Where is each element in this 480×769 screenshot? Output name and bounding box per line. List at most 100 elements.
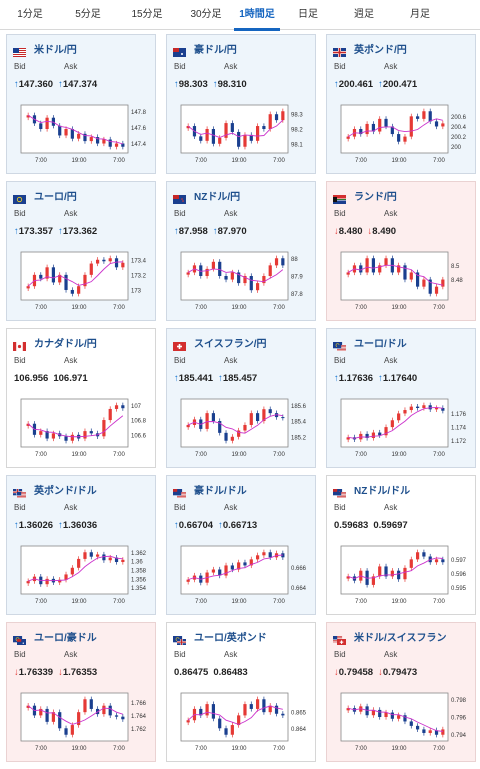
rate-card[interactable]: ユーロ/豪ドル Bid Ask ↓1.76339 ↓1.76353 1.766 1.… [6,622,156,762]
currency-pair-link[interactable]: ユーロ/ドル [354,338,407,350]
rate-card[interactable]: 豪ドル/ドル Bid Ask ↑0.66704 ↑0.66713 0.666 0.6… [166,475,316,615]
ask-value: 0.66713 [222,520,258,531]
mini-candle-chart[interactable]: 107 106.8 106.6 7:00 19:00 7:00 [14,395,150,460]
candle-body [108,557,112,561]
bid-value: 185.441 [178,373,214,384]
y-tick-label: 200.2 [451,135,467,141]
rate-card[interactable]: NZドル/円 Bid Ask ↑87.958 ↑87.970 88 87.9 87.8… [166,181,316,321]
currency-pair-link[interactable]: 英ポンド/円 [354,44,407,56]
candle-body [230,725,234,735]
x-tick-label: 7:00 [355,599,367,605]
rate-card[interactable]: 英ポンド/ドル Bid Ask ↑1.36026 ↑1.36036 1.362 1.… [6,475,156,615]
quote-values: ↑1.36026 ↑1.36036 [14,520,97,531]
mini-candle-chart[interactable]: 185.6 185.4 185.2 7:00 19:00 7:00 [174,395,310,460]
tab-1hour[interactable]: 1時間足 [228,0,286,31]
candle-chart-svg: 173.4 173.2 173 7:00 19:00 7:00 [20,251,147,311]
rate-card[interactable]: 米ドル/円 Bid Ask ↑147.360 ↑147.374 147.8 147.… [6,34,156,174]
card-header: 米ドル/円 [13,40,151,57]
flag-icon [333,338,347,351]
rate-card[interactable]: 米ドル/スイスフラン Bid Ask ↓0.79458 ↓0.79473 0.79… [326,622,476,762]
rate-card[interactable]: NZドル/ドル Bid Ask 0.59683 0.59697 0.597 0.59… [326,475,476,615]
candle-body [83,274,87,287]
x-tick-label: 19:00 [231,746,247,752]
mini-candle-chart[interactable]: 0.865 0.864 7:00 19:00 7:00 [174,689,310,754]
candle-body [205,268,209,276]
mini-candle-chart[interactable]: 1.176 1.174 1.172 7:00 19:00 7:00 [334,395,470,460]
y-tick-label: 88 [291,257,298,263]
ask-label: Ask [224,650,238,659]
currency-pair-link[interactable]: NZドル/ドル [354,485,411,497]
rate-card[interactable]: ユーロ/ドル Bid Ask ↑1.17636 ↑1.17640 1.176 1.1… [326,328,476,468]
bid-label: Bid [174,62,186,71]
quote-values: ↑98.303 ↑98.310 [174,79,247,90]
tab-1min[interactable]: 1分足 [17,9,43,20]
rate-card[interactable]: ユーロ/円 Bid Ask ↑173.357 ↑173.362 173.4 173.… [6,181,156,321]
currency-pair-link[interactable]: ランド/円 [354,191,397,203]
mini-candle-chart[interactable]: 0.798 0.796 0.794 7:00 19:00 7:00 [334,689,470,754]
candle-body [45,431,49,439]
mini-candle-chart[interactable]: 98.3 98.2 98.1 7:00 19:00 7:00 [174,101,310,166]
mini-candle-chart[interactable]: 0.666 0.664 7:00 19:00 7:00 [174,542,310,607]
tab-15min[interactable]: 15分足 [131,9,163,20]
mini-candle-chart[interactable]: 147.8 147.6 147.4 7:00 19:00 7:00 [14,101,150,166]
mini-candle-chart[interactable]: 200.6 200.4 200.2 200 7:00 19:00 7:00 [334,101,470,166]
candle-body [230,272,234,280]
mini-candle-chart[interactable]: 1.766 1.764 1.762 7:00 19:00 7:00 [14,689,150,754]
currency-pair-link[interactable]: ユーロ/円 [34,191,77,203]
candle-body [237,715,241,726]
currency-pair-link[interactable]: スイスフラン/円 [194,338,267,350]
tab-daily[interactable]: 日足 [298,9,318,20]
rate-card[interactable]: カナダドル/円 Bid Ask 106.956 106.971 107 106.8 1… [6,328,156,468]
moving-average-line [348,707,443,732]
ask-value: 1.36036 [62,520,98,531]
candle-body [186,424,190,428]
mini-candle-chart[interactable]: 0.597 0.596 0.595 7:00 19:00 7:00 [334,542,470,607]
currency-pair-link[interactable]: ユーロ/豪ドル [34,632,97,644]
tab-30min[interactable]: 30分足 [190,9,222,20]
ask-value: 0.59697 [373,520,408,531]
y-tick-label: 0.794 [451,733,467,739]
candle-body [70,567,74,575]
currency-pair-link[interactable]: 米ドル/円 [34,44,77,56]
ask-value: 98.310 [217,79,247,90]
candle-body [243,134,247,147]
moving-average-line [187,705,283,725]
candle-chart-svg: 200.6 200.4 200.2 200 7:00 19:00 7:00 [340,104,467,164]
rate-card[interactable]: 豪ドル/円 Bid Ask ↑98.303 ↑98.310 98.3 98.2 98.… [166,34,316,174]
candle-body [121,559,125,563]
rate-card[interactable]: ユーロ/英ポンド Bid Ask 0.86475 0.86483 0.865 0.8… [166,622,316,762]
currency-pair-link[interactable]: 米ドル/スイスフラン [354,632,447,644]
trend-arrow-icon: ↑ [174,226,179,237]
candle-body [39,431,43,435]
tab-monthly[interactable]: 月足 [410,9,430,20]
tab-5min[interactable]: 5分足 [75,9,101,20]
candle-body [365,258,369,273]
timeframe-tabs: 1分足 5分足 15分足 30分足 1時間足 日足 週足 月足 [0,0,480,31]
mini-candle-chart[interactable]: 1.362 1.36 1.358 1.356 1.354 7:00 19:00 7:00 [14,542,150,607]
candle-body [409,406,413,411]
plot-area [340,545,449,595]
y-tick-label: 98.2 [291,128,303,134]
mini-candle-chart[interactable]: 8.5 8.48 7:00 19:00 7:00 [334,248,470,313]
candle-body [371,123,376,132]
candle-body [262,552,266,556]
mini-candle-chart[interactable]: 173.4 173.2 173 7:00 19:00 7:00 [14,248,150,313]
rate-card[interactable]: ランド/円 Bid Ask ↓8.480 ↓8.490 8.5 8.48 7:00 19… [326,181,476,321]
currency-pair-link[interactable]: 英ポンド/ドル [34,485,97,497]
currency-pair-link[interactable]: 豪ドル/ドル [194,485,247,497]
plot-area [180,692,289,742]
tab-weekly[interactable]: 週足 [354,9,374,20]
currency-pair-link[interactable]: カナダドル/円 [34,338,97,350]
currency-pair-link[interactable]: ユーロ/英ポンド [194,632,267,644]
flag-icon [13,485,27,498]
rate-card[interactable]: スイスフラン/円 Bid Ask ↑185.441 ↑185.457 185.6 1… [166,328,316,468]
currency-pair-link[interactable]: 豪ドル/円 [194,44,237,56]
bid-label: Bid [14,650,26,659]
candle-body [199,136,203,141]
x-tick-label: 19:00 [231,452,247,458]
rate-card[interactable]: 英ポンド/円 Bid Ask ↑200.461 ↑200.471 200.6 200… [326,34,476,174]
candle-body [205,413,209,429]
bid-label: Bid [174,209,186,218]
currency-pair-link[interactable]: NZドル/円 [194,191,241,203]
mini-candle-chart[interactable]: 88 87.9 87.8 7:00 19:00 7:00 [174,248,310,313]
